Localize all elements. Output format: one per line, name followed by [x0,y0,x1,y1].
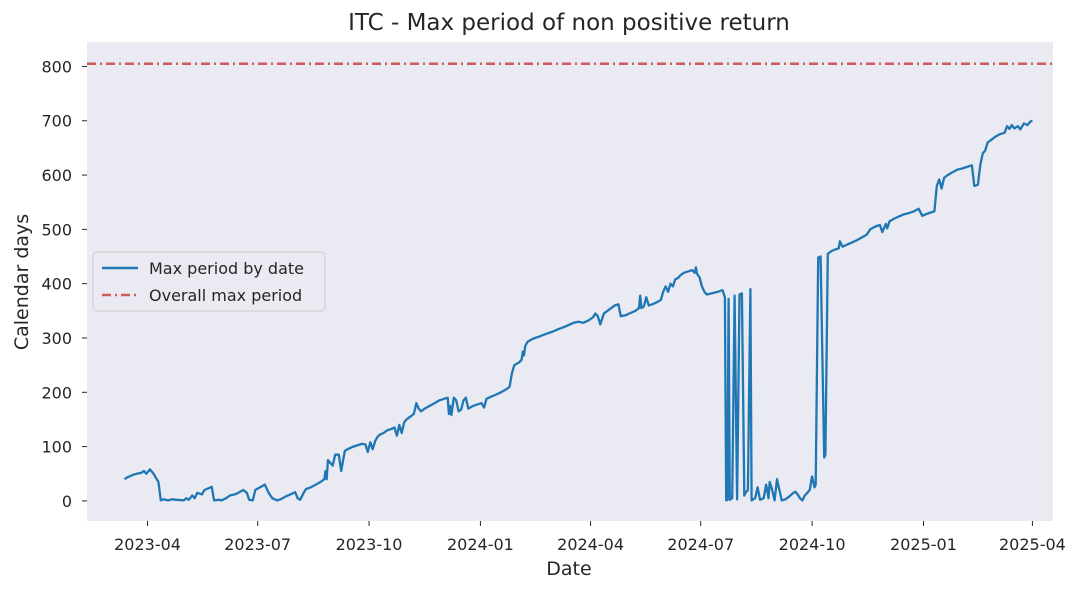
x-axis: 2023-04 2023-07 2023-10 2024-01 2024-04 2024-… [114,521,1066,554]
x-tick-label: 2023-10 [336,535,403,554]
legend-label-overall-max: Overall max period [149,286,302,305]
y-tick-label: 100 [41,438,72,457]
x-tick-label: 2023-04 [114,535,181,554]
x-tick-label: 2025-04 [999,535,1066,554]
y-tick-label: 600 [41,166,72,185]
chart-title: ITC - Max period of non positive return [348,10,790,36]
legend-label-max-period: Max period by date [149,259,304,278]
y-tick-label: 700 [41,112,72,131]
y-tick-label: 200 [41,383,72,402]
max-period-series-path [123,119,1033,502]
x-tick-label: 2025-01 [890,535,957,554]
x-axis-label: Date [546,558,591,580]
x-tick-label: 2024-01 [447,535,514,554]
max-period-series [123,119,1033,502]
y-axis-label: Calendar days [11,214,33,350]
y-tick-label: 500 [41,220,72,239]
x-tick-label: 2024-07 [667,535,734,554]
y-tick-label: 400 [41,275,72,294]
x-tick-label: 2023-07 [224,535,291,554]
legend: Max period by date Overall max period [92,251,326,312]
y-tick-label: 800 [41,57,72,76]
y-tick-label: 0 [62,492,72,511]
y-axis: 0 100 200 300 400 500 600 700 800 [41,57,87,511]
x-tick-label: 2024-10 [779,535,846,554]
y-tick-label: 300 [41,329,72,348]
legend-box [92,251,326,312]
x-tick-label: 2024-04 [557,535,624,554]
